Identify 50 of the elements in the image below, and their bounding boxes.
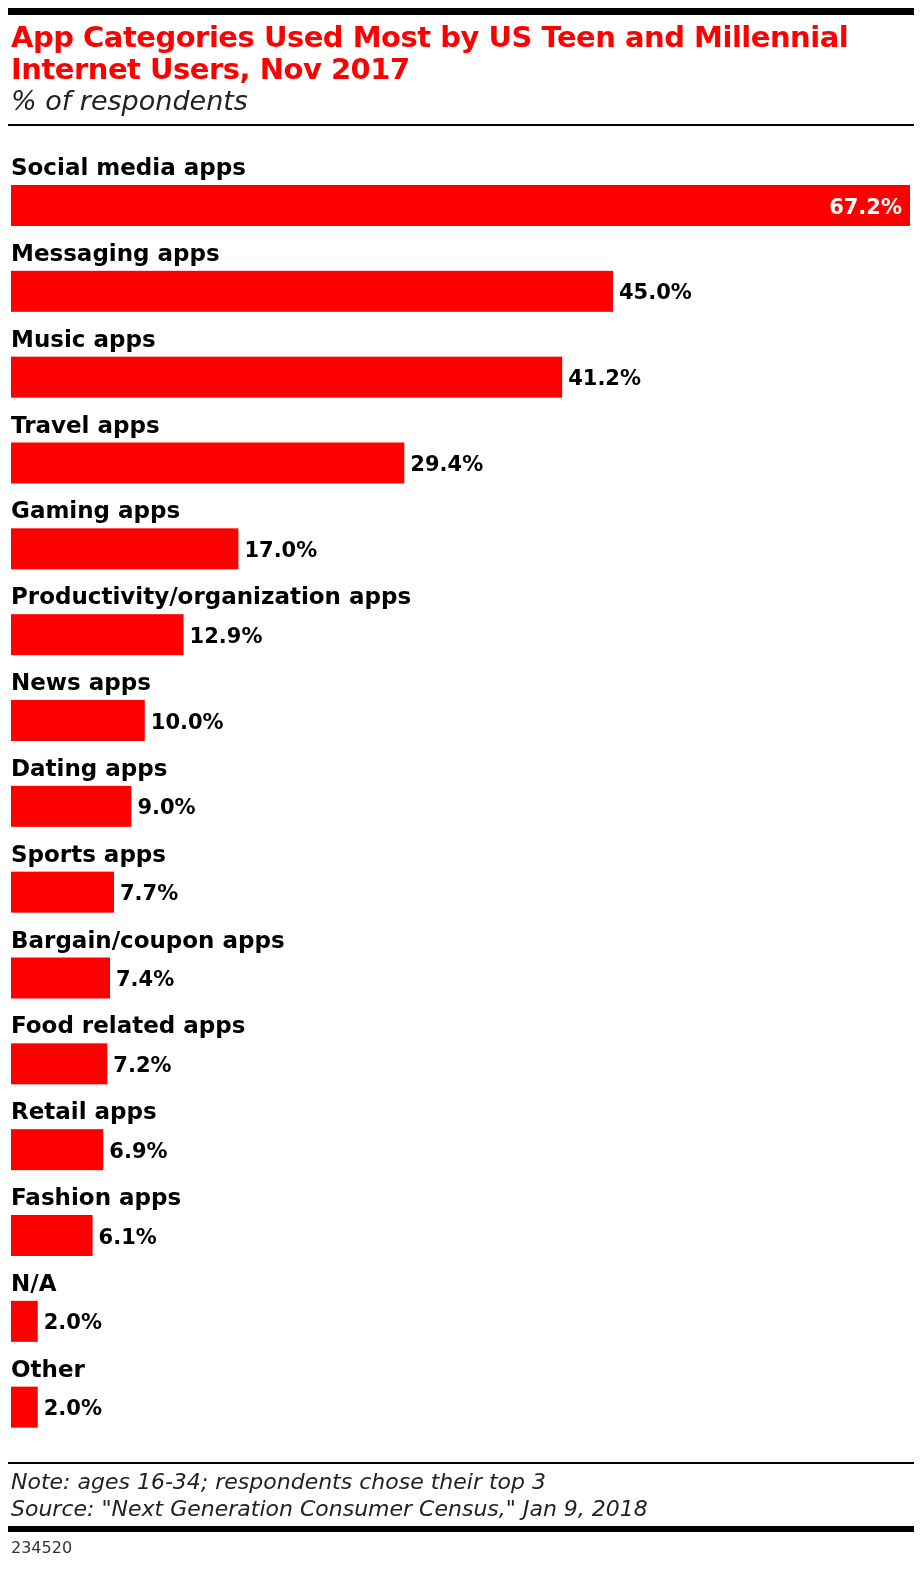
bar — [11, 442, 405, 484]
y-tick-label: Food related apps — [11, 1012, 246, 1039]
y-tick-label: Retail apps — [11, 1098, 157, 1125]
y-tick-label: Dating apps — [11, 754, 168, 781]
bar — [11, 1300, 38, 1342]
data-label: 7.4% — [116, 967, 175, 991]
y-tick-label: Bargain/coupon apps — [11, 926, 285, 953]
data-label: 17.0% — [244, 537, 318, 562]
data-label: 6.1% — [98, 1224, 157, 1249]
y-tick-label: Social media apps — [11, 154, 246, 180]
bar — [11, 871, 115, 913]
bar — [11, 1386, 38, 1428]
data-label: 10.0% — [150, 709, 224, 734]
bar — [11, 270, 614, 312]
data-label: 67.2% — [829, 194, 902, 219]
bar — [11, 785, 132, 827]
data-label: 7.7% — [120, 881, 179, 906]
data-label: 2.0% — [43, 1396, 103, 1421]
bar — [11, 614, 184, 656]
y-tick-label: News apps — [11, 669, 151, 695]
chart-subtitle: % of respondents — [10, 85, 249, 118]
data-label: 29.4% — [410, 452, 484, 476]
bar — [11, 1215, 93, 1256]
y-tick-label: Messaging apps — [11, 239, 220, 266]
data-label: 12.9% — [189, 623, 263, 648]
y-tick-label: Fashion apps — [11, 1184, 182, 1210]
bar — [11, 1129, 104, 1171]
text: Note: ages 16-34; respondents chose their top 3 — [10, 1467, 547, 1495]
y-tick-label: Music apps — [11, 325, 156, 352]
bar — [11, 1043, 108, 1085]
bar — [11, 957, 110, 999]
y-tick-label: Travel apps — [11, 411, 160, 438]
data-label: 41.2% — [568, 366, 642, 391]
data-label: 7.2% — [113, 1052, 172, 1077]
y-tick-label: N/A — [11, 1269, 57, 1296]
y-tick-label: Sports apps — [11, 840, 167, 867]
source-note: Source: "Next Generation Consumer Census," Jan 9, 2018 — [10, 1494, 649, 1522]
data-label: 45.0% — [619, 280, 692, 305]
data-label: 2.0% — [43, 1310, 103, 1335]
data-label: 6.9% — [109, 1138, 168, 1163]
bar — [11, 185, 910, 226]
bar — [11, 356, 563, 398]
text: 234520 — [10, 1537, 74, 1557]
chart-title: App Categories Used Most by US Teen and Millennial Internet Users, Nov 2017 — [10, 20, 850, 86]
bar — [11, 528, 239, 570]
y-tick-label: Productivity/organization apps — [11, 583, 412, 610]
data-label: 9.0% — [137, 795, 196, 820]
bar — [11, 700, 145, 741]
y-tick-label: Other — [11, 1355, 86, 1382]
y-tick-label: Gaming apps — [11, 497, 181, 524]
